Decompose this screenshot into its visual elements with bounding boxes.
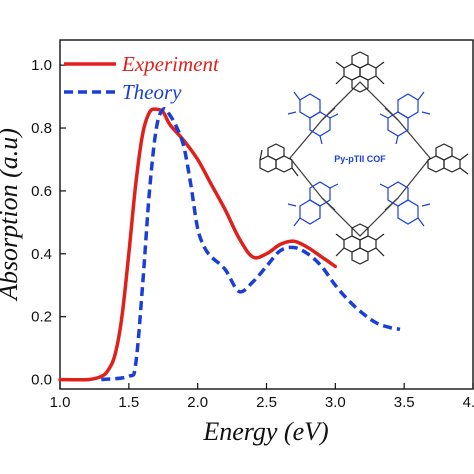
x-tick-label: 2.0 (187, 394, 208, 411)
y-tick-label: 1.0 (31, 57, 52, 74)
y-tick-label: 0.6 (31, 183, 52, 200)
x-tick-label: 1.5 (118, 394, 139, 411)
x-axis-title: Energy (eV) (202, 417, 328, 446)
linker-upper-right (379, 91, 431, 145)
x-tick-label: 3.5 (394, 394, 415, 411)
pyrene-node-bottom (335, 223, 385, 265)
x-tick-label: 4.0 (463, 394, 474, 411)
cof-structure-inset: Py-pTII COF (258, 46, 474, 278)
y-axis-title: Absorption (a.u) (0, 128, 23, 302)
cof-framework-bonds (289, 81, 431, 237)
inset-label: Py-pTII COF (334, 154, 386, 164)
x-tick-label: 1.0 (50, 394, 71, 411)
y-tick-label: 0.8 (31, 120, 52, 137)
linker-lower-right (379, 181, 431, 227)
x-axis-ticks: 1.0 1.5 2.0 2.5 3.0 3.5 4.0 (50, 383, 474, 411)
pyrene-node-right (427, 143, 469, 175)
y-axis-ticks: 0.0 0.2 0.4 0.6 0.8 1.0 (31, 57, 66, 389)
linker-units (287, 91, 431, 227)
series-layer (58, 107, 401, 382)
pyrene-nodes (259, 51, 469, 265)
legend-label-experiment: Experiment (121, 52, 220, 76)
linker-upper-left (287, 91, 339, 145)
x-tick-label: 3.0 (325, 394, 346, 411)
y-tick-label: 0.4 (31, 246, 52, 263)
legend-label-theory: Theory (122, 80, 182, 104)
y-tick-label: 0.2 (31, 309, 52, 326)
legend: Experiment Theory (64, 52, 220, 104)
linker-lower-left (287, 181, 339, 227)
pyrene-node-left (259, 143, 299, 177)
y-tick-label: 0.0 (31, 372, 52, 389)
x-tick-label: 2.5 (256, 394, 277, 411)
series-line-theory (101, 107, 401, 382)
series-line-experiment (58, 107, 338, 382)
pyrene-node-top (335, 51, 385, 93)
